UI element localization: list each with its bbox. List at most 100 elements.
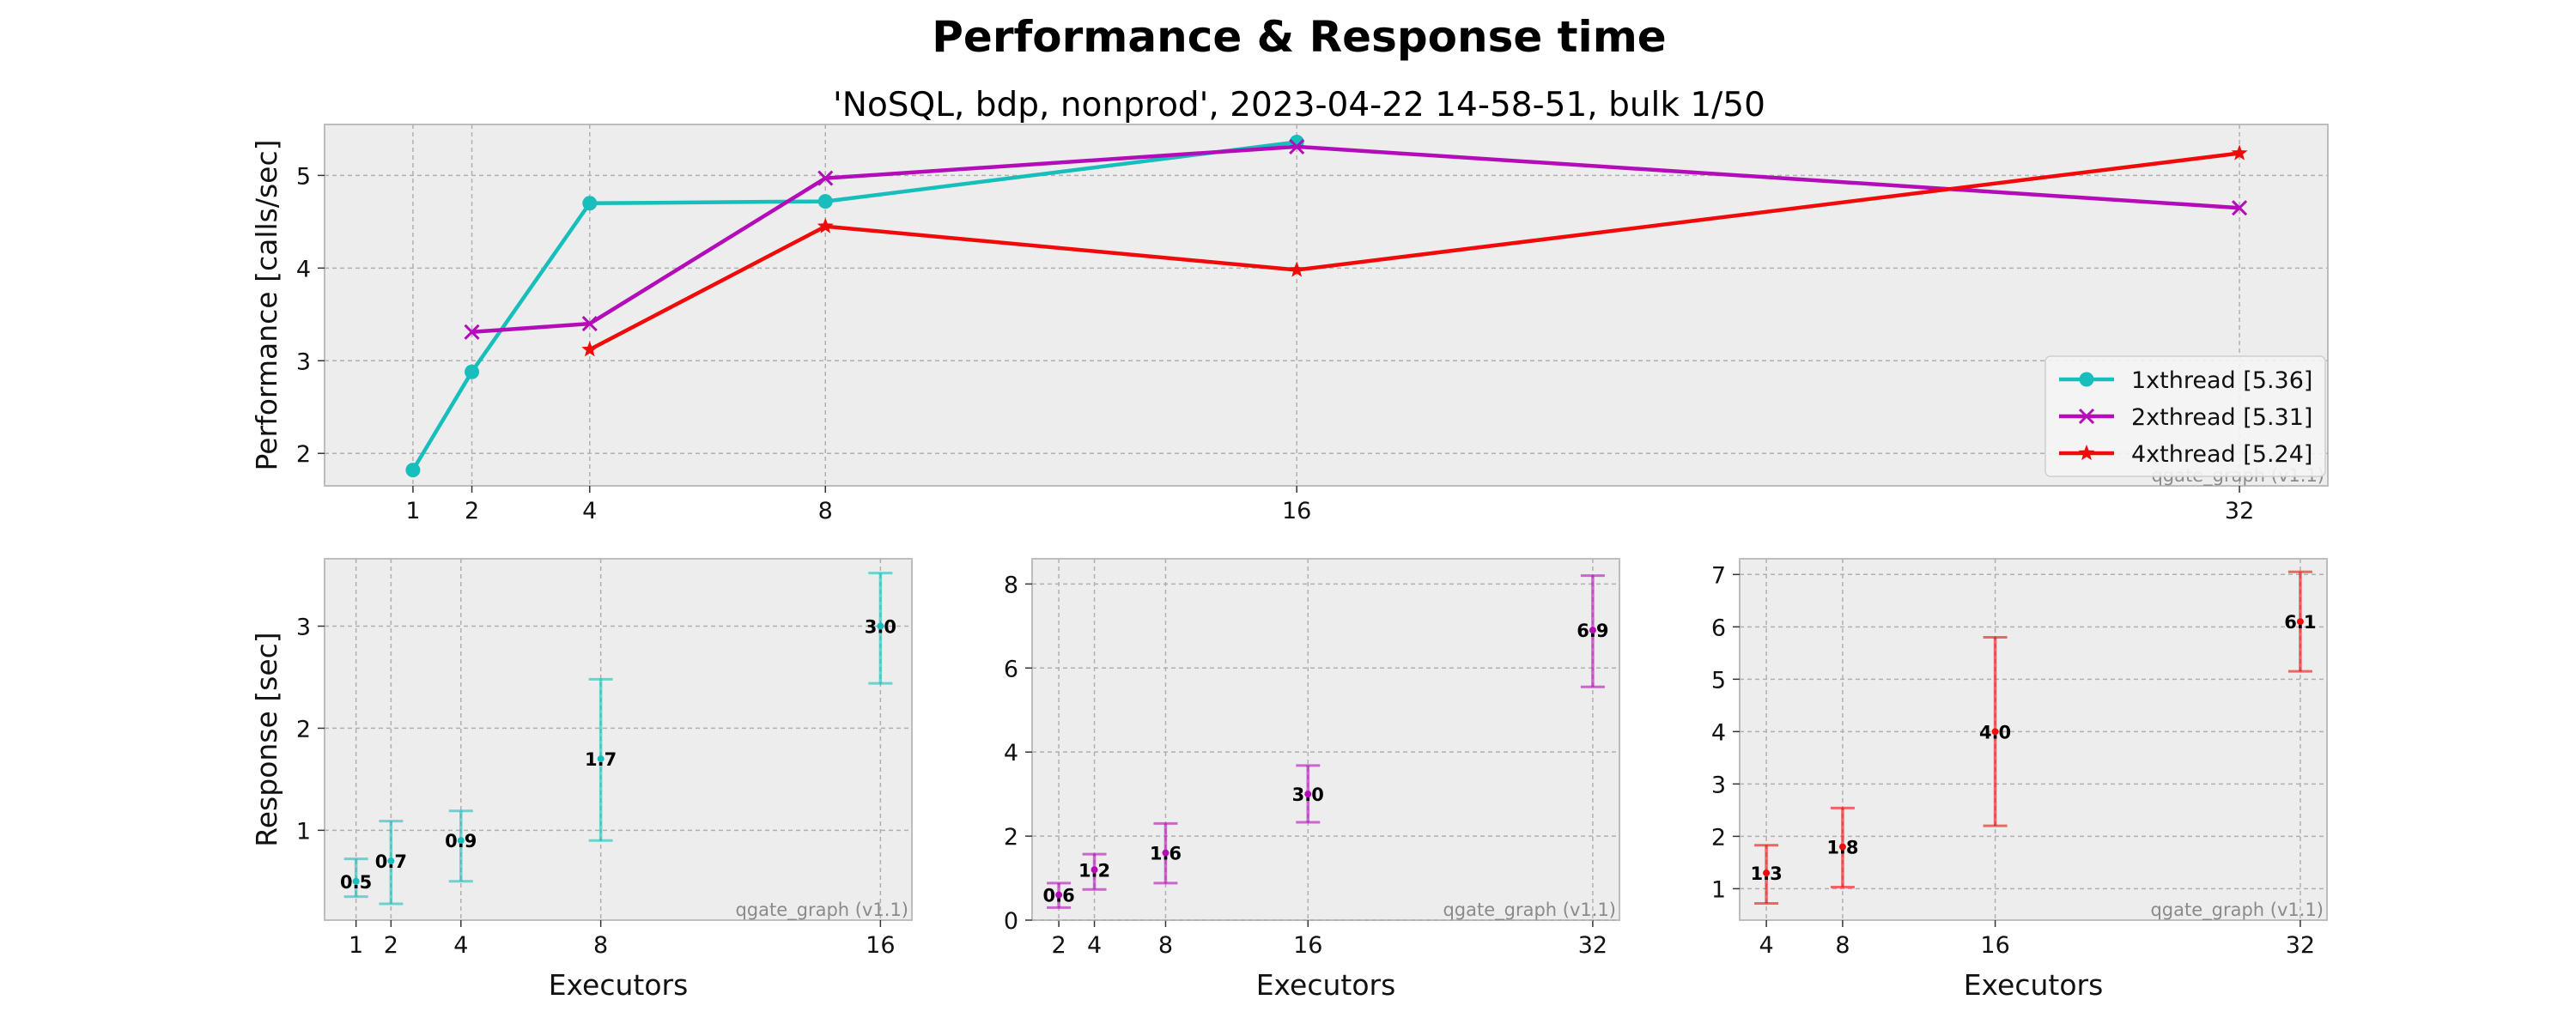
legend-entry: 2xthread [5.31] [2131, 404, 2312, 431]
data-label: 1.2 [1078, 860, 1110, 881]
data-point [817, 217, 834, 233]
data-label: 0.9 [445, 831, 477, 851]
watermark: qgate_graph (v1.1) [1443, 900, 1616, 921]
x-tick-label: 8 [593, 932, 608, 959]
data-point [2078, 445, 2095, 461]
y-tick-label: 3 [296, 614, 311, 640]
data-point [1288, 261, 1305, 277]
mean-point [2296, 618, 2304, 626]
mean-point [352, 877, 360, 885]
error-bar: 0.7 [375, 820, 407, 906]
series-line [588, 151, 2240, 352]
x-tick-label: 4 [1087, 932, 1102, 959]
mean-point [457, 837, 465, 845]
y-tick-label: 2 [296, 441, 311, 468]
data-point [464, 324, 480, 340]
mean-point [387, 857, 395, 865]
y-tick-label: 6 [1711, 615, 1726, 641]
data-label: 1.8 [1826, 838, 1858, 858]
mean-point [1838, 843, 1846, 851]
x-tick-label: 2 [465, 498, 479, 524]
x-tick-label: 32 [2225, 498, 2254, 524]
x-tick-label: 4 [453, 932, 468, 959]
x-tick-label: 2 [384, 932, 398, 959]
y-tick-label: 7 [1711, 562, 1726, 589]
data-label: 1.6 [1150, 844, 1182, 864]
watermark: qgate_graph (v1.1) [2150, 900, 2324, 921]
data-label: 6.9 [1577, 621, 1608, 641]
mean-point [1055, 891, 1063, 899]
y-tick-label: 4 [1004, 740, 1018, 766]
data-label: 1.3 [1750, 863, 1782, 884]
error-bar: 1.2 [1078, 852, 1110, 891]
y-tick-label: 1 [1711, 876, 1726, 903]
x-tick-label: 16 [1293, 932, 1322, 959]
mean-point [1991, 728, 1999, 736]
y-tick-label: 5 [1711, 667, 1726, 694]
data-label: 3.0 [1292, 785, 1324, 805]
error-bar: 6.9 [1577, 574, 1609, 688]
data-label: 1.7 [585, 749, 617, 770]
data-label: 0.6 [1042, 886, 1074, 906]
error-bar: 3.0 [865, 572, 896, 685]
series-2-line [464, 138, 2248, 340]
data-point [581, 316, 598, 332]
y-axis-label: Performance [calls/sec] [250, 139, 283, 470]
error-bar: 6.1 [2284, 570, 2317, 673]
y-tick-label: 0 [1004, 908, 1018, 935]
mean-point [1589, 627, 1596, 634]
mean-point [1763, 869, 1771, 877]
mean-point [1091, 866, 1098, 874]
x-axis-label: Executors [1256, 968, 1396, 1002]
legend-box [2044, 355, 2326, 477]
y-tick-label: 8 [1004, 572, 1018, 598]
data-point [2231, 144, 2248, 161]
x-tick-label: 16 [866, 932, 895, 959]
data-point [2078, 408, 2095, 425]
x-tick-label: 16 [1980, 932, 2009, 959]
x-tick-label: 8 [1835, 932, 1850, 959]
error-bar: 1.8 [1826, 806, 1859, 889]
mean-point [597, 755, 605, 763]
error-bar: 3.0 [1292, 764, 1324, 824]
series-1-line [405, 135, 1304, 478]
y-tick-label: 2 [296, 716, 311, 742]
error-bar: 1.3 [1750, 844, 1783, 905]
x-axis-label: Executors [1964, 968, 2104, 1002]
data-label: 3.0 [865, 616, 896, 637]
legend-entry: 1xthread [5.36] [2131, 367, 2312, 394]
watermark: qgate_graph (v1.1) [735, 900, 908, 921]
data-label: 0.5 [340, 872, 372, 893]
x-tick-label: 32 [2286, 932, 2315, 959]
data-label: 0.7 [375, 851, 407, 872]
data-point [817, 194, 833, 209]
x-tick-label: 1 [405, 498, 420, 524]
chart-title: Performance & Response time [932, 12, 1666, 62]
error-bar: 4.0 [1979, 636, 2011, 827]
mean-point [1304, 791, 1312, 798]
y-tick-label: 5 [296, 163, 311, 190]
data-label: 6.1 [2284, 612, 2316, 633]
error-bar: 0.6 [1042, 882, 1075, 909]
y-axis-label: Response [sec] [250, 632, 283, 846]
legend: 1xthread [5.36] 2xthread [5.31] 4xthread [… [2044, 355, 2326, 477]
x-tick-label: 8 [1158, 932, 1173, 959]
error-bar: 0.5 [340, 857, 372, 899]
data-point [465, 364, 480, 379]
x-tick-label: 8 [818, 498, 833, 524]
data-point [582, 196, 598, 211]
plot-area [1031, 558, 1620, 921]
error-bar: 1.6 [1150, 821, 1182, 885]
data-point [2232, 200, 2248, 216]
mean-point [877, 622, 884, 630]
legend-entry: 4xthread [5.24] [2131, 441, 2312, 468]
data-point [817, 170, 834, 186]
data-point [2079, 372, 2094, 387]
data-point [581, 341, 598, 357]
x-tick-label: 16 [1282, 498, 1311, 524]
y-tick-label: 3 [296, 348, 311, 375]
error-bar: 1.7 [585, 677, 617, 842]
